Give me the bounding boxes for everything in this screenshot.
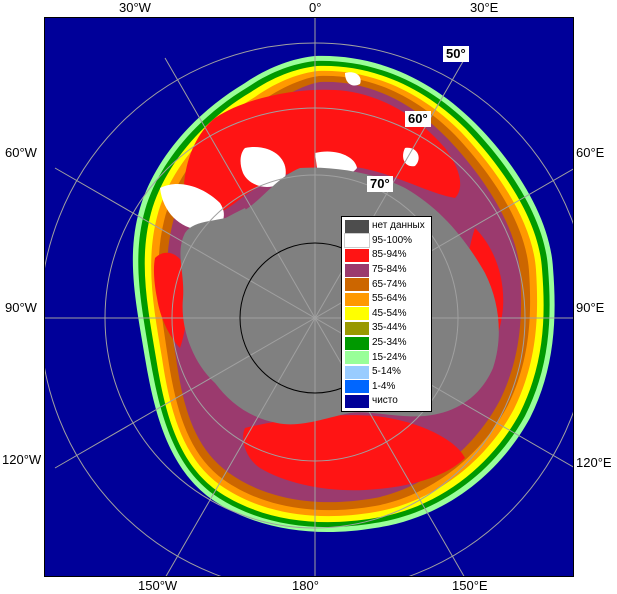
legend-item: 85-94%: [345, 248, 431, 263]
legend-swatch: [345, 336, 369, 350]
ice-band-85-west: [153, 252, 188, 348]
legend-swatch: [344, 233, 370, 249]
meridian-60e-120w: [54, 168, 573, 469]
latitude-label-50: 50°: [443, 46, 469, 62]
legend-swatch: [345, 219, 369, 233]
map-canvas: [45, 18, 573, 576]
meridian-label-150w: 150°W: [138, 578, 178, 593]
legend-label: 95-100%: [372, 234, 413, 246]
legend-label: 25-34%: [372, 337, 407, 349]
legend-item: 25-34%: [345, 336, 431, 351]
legend-item: 35-44%: [345, 321, 431, 336]
legend-item: 55-64%: [345, 292, 431, 307]
legend-item: чисто: [345, 394, 431, 409]
legend-swatch: [345, 365, 369, 379]
latitude-label-70: 70°: [367, 176, 393, 192]
legend-swatch: [345, 248, 369, 262]
legend-item: 45-54%: [345, 307, 431, 322]
legend-swatch: [345, 321, 369, 335]
meridian-label-60e: 60°E: [576, 145, 605, 160]
meridian-label-120w: 120°W: [2, 452, 42, 467]
meridian-label-90w: 90°W: [5, 300, 37, 315]
meridian-label-30w: 30°W: [119, 0, 151, 15]
legend-swatch: [345, 380, 369, 394]
meridian-label-150e: 150°E: [452, 578, 488, 593]
ice-band-95-b: [240, 147, 286, 188]
ice-concentration-map: [44, 17, 574, 577]
legend-swatch: [345, 394, 369, 408]
legend-label: 45-54%: [372, 307, 407, 319]
ice-band-95-d: [345, 72, 361, 86]
legend-label: 5-14%: [372, 366, 401, 378]
meridian-label-30e: 30°E: [470, 0, 499, 15]
legend-label: нет данных: [372, 220, 425, 232]
legend-swatch: [345, 263, 369, 277]
meridian-label-180: 180°: [292, 578, 319, 593]
legend-label: 55-64%: [372, 293, 407, 305]
ice-band-95-a: [160, 183, 224, 231]
meridian-label-0: 0°: [309, 0, 322, 15]
legend-label: 15-24%: [372, 351, 407, 363]
legend-item: 1-4%: [345, 380, 431, 395]
legend-item: 65-74%: [345, 277, 431, 292]
meridian-label-120e: 120°E: [576, 455, 612, 470]
legend-label: чисто: [372, 395, 398, 407]
legend-item: 95-100%: [344, 233, 431, 249]
legend-swatch: [345, 307, 369, 321]
legend-swatch: [345, 292, 369, 306]
legend-label: 35-44%: [372, 322, 407, 334]
latitude-label-60: 60°: [405, 111, 431, 127]
ice-band-85-south: [243, 415, 465, 491]
legend-item: 75-84%: [345, 263, 431, 278]
legend-label: 85-94%: [372, 249, 407, 261]
legend-item: 15-24%: [345, 350, 431, 365]
antarctic-peninsula: [195, 208, 247, 245]
legend-label: 1-4%: [372, 380, 396, 392]
meridian-label-60w: 60°W: [5, 145, 37, 160]
ice-band-95-e: [403, 147, 419, 167]
legend-item: нет данных: [345, 219, 431, 234]
legend-item: 5-14%: [345, 365, 431, 380]
meridian-label-90e: 90°E: [576, 300, 605, 315]
graticule: [45, 18, 573, 576]
legend-swatch: [345, 278, 369, 292]
legend-swatch: [345, 351, 369, 365]
legend-label: 75-84%: [372, 264, 407, 276]
legend-label: 65-74%: [372, 278, 407, 290]
legend: нет данных 95-100% 85-94% 75-84% 65-74% 55-64…: [341, 216, 432, 412]
